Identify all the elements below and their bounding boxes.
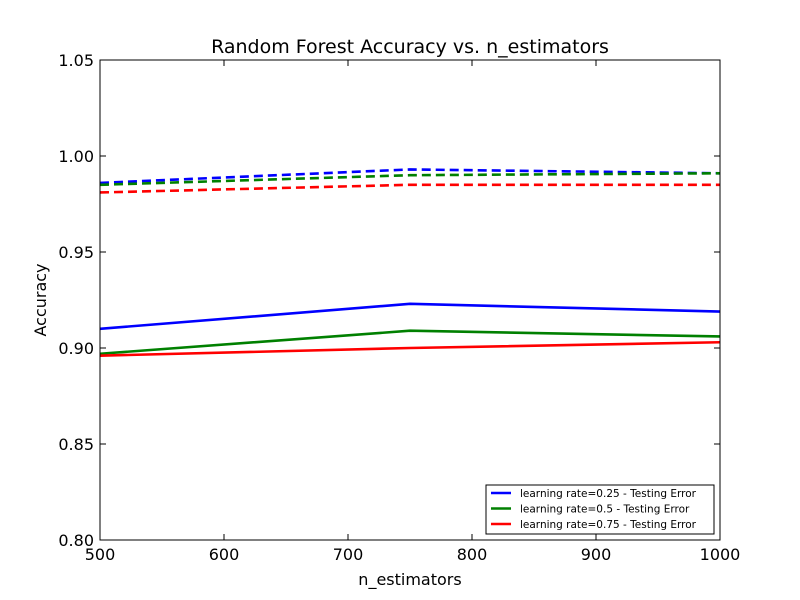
y-tick-label: 0.85 — [58, 435, 94, 454]
series-line-4 — [99, 171, 721, 187]
legend-label-1: learning rate=0.5 - Testing Error — [520, 504, 690, 516]
series-line-5 — [99, 183, 720, 194]
x-tick-label: 500 — [85, 545, 116, 564]
x-axis-label: n_estimators — [358, 570, 461, 590]
x-tick-label: 600 — [209, 545, 240, 564]
plot-frame — [99, 59, 721, 541]
legend: learning rate=0.25 - Testing Error learni… — [485, 484, 715, 535]
axis-tick-labels: 500 600 700 800 900 1000 0.80 0.85 0.90 0.95 1.00 1… — [58, 51, 740, 564]
y-tick-label: 0.80 — [58, 531, 94, 550]
legend-label-2: learning rate=0.75 - Testing Error — [520, 519, 697, 531]
chart-title: Random Forest Accuracy vs. n_estimators — [211, 36, 609, 58]
legend-entries: learning rate=0.25 - Testing Error learni… — [491, 488, 697, 531]
plot-lines — [99, 168, 721, 357]
legend-label-0: learning rate=0.25 - Testing Error — [520, 488, 697, 500]
y-tick-label: 0.95 — [58, 243, 94, 262]
series-line-1 — [99, 329, 721, 356]
legend-box — [485, 484, 715, 535]
y-tick-label: 0.90 — [58, 339, 94, 358]
axis-ticks — [99, 59, 721, 541]
x-tick-label: 900 — [581, 545, 612, 564]
x-tick-label: 700 — [333, 545, 364, 564]
x-tick-label: 1000 — [700, 545, 741, 564]
series-line-0 — [99, 302, 721, 331]
x-tick-label: 800 — [457, 545, 488, 564]
y-axis-label: Accuracy — [31, 263, 50, 336]
y-tick-label: 1.05 — [58, 51, 94, 70]
series-line-2 — [99, 340, 721, 357]
y-tick-label: 1.00 — [58, 147, 94, 166]
series-line-3 — [99, 168, 721, 185]
